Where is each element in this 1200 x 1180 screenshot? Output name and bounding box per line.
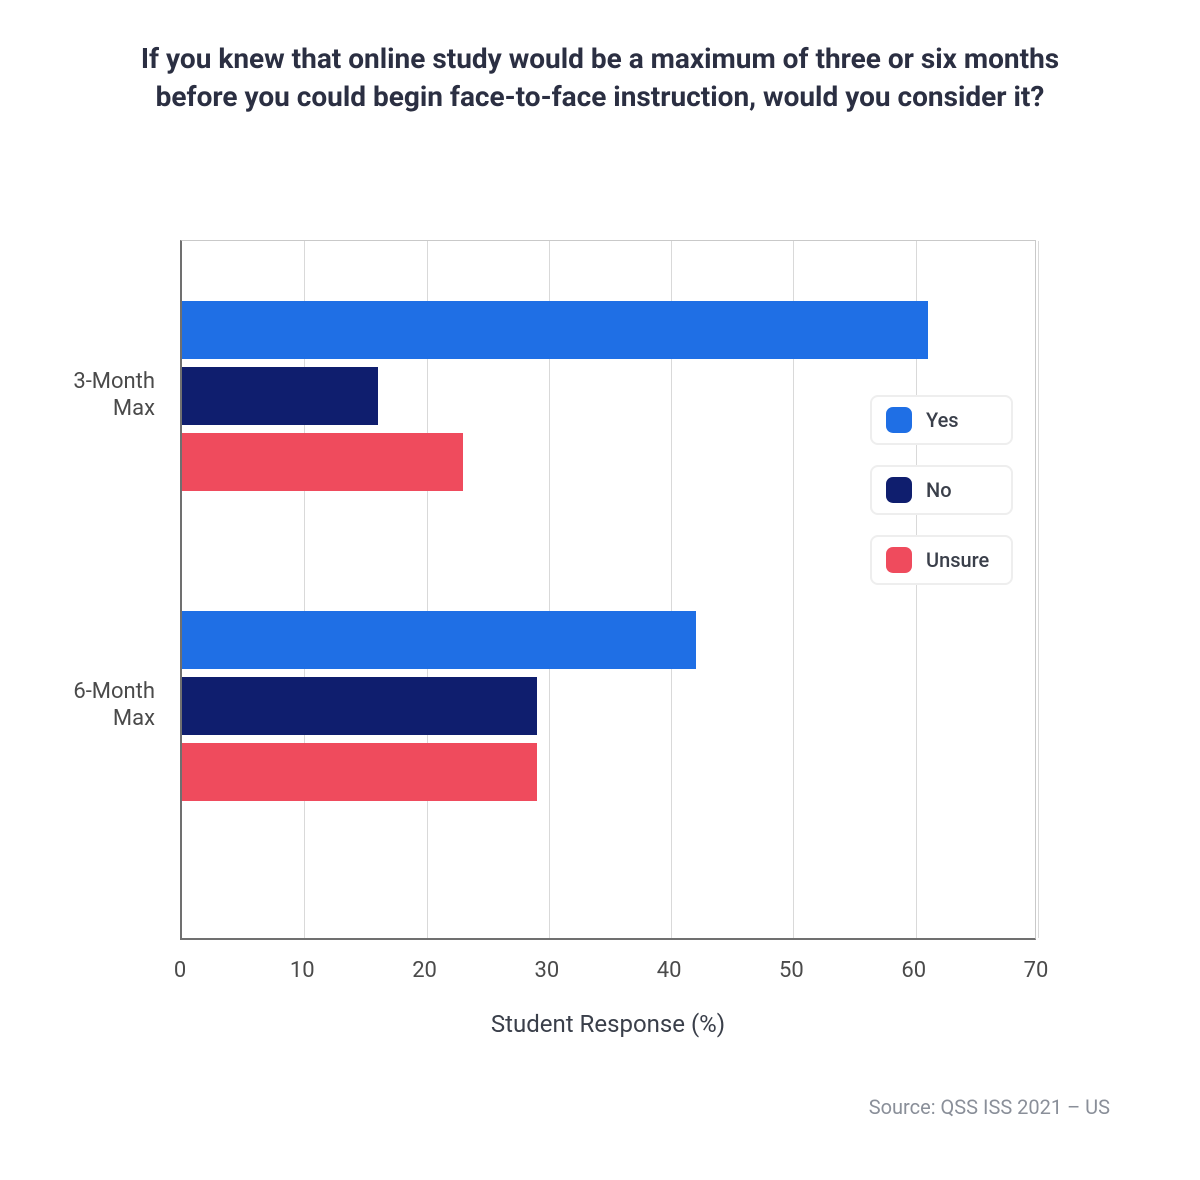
category-label-line1: 6-Month — [73, 679, 155, 704]
bar-three_month-yes — [182, 301, 928, 359]
x-tick-label: 50 — [771, 958, 811, 983]
legend-item-no: No — [870, 465, 1013, 515]
category-label-line2: Max — [113, 706, 155, 731]
x-tick-label: 40 — [649, 958, 689, 983]
legend-label-unsure: Unsure — [926, 548, 989, 572]
legend-item-unsure: Unsure — [870, 535, 1013, 585]
legend-swatch-yes — [886, 407, 912, 433]
legend-label-yes: Yes — [926, 408, 959, 432]
category-label-line2: Max — [113, 396, 155, 421]
plot-area — [180, 240, 1036, 940]
x-tick-label: 10 — [282, 958, 322, 983]
legend-swatch-unsure — [886, 547, 912, 573]
x-tick-label: 0 — [160, 958, 200, 983]
category-label: 6-MonthMax — [0, 678, 155, 733]
x-tick-label: 30 — [527, 958, 567, 983]
gridline — [1038, 241, 1039, 938]
legend-label-no: No — [926, 478, 952, 502]
x-tick-label: 60 — [894, 958, 934, 983]
x-tick-label: 70 — [1016, 958, 1056, 983]
bar-six_month-yes — [182, 611, 696, 669]
x-axis-title: Student Response (%) — [180, 1010, 1036, 1038]
x-tick-label: 20 — [405, 958, 445, 983]
category-label: 3-MonthMax — [0, 368, 155, 423]
source-text: Source: QSS ISS 2021 – US — [869, 1095, 1110, 1119]
legend-swatch-no — [886, 477, 912, 503]
bar-six_month-unsure — [182, 743, 537, 801]
bar-six_month-no — [182, 677, 537, 735]
legend-item-yes: Yes — [870, 395, 1013, 445]
chart-title: If you knew that online study would be a… — [0, 0, 1200, 116]
bar-three_month-unsure — [182, 433, 463, 491]
legend: Yes No Unsure — [870, 395, 1013, 585]
bar-three_month-no — [182, 367, 378, 425]
category-label-line1: 3-Month — [73, 369, 155, 394]
